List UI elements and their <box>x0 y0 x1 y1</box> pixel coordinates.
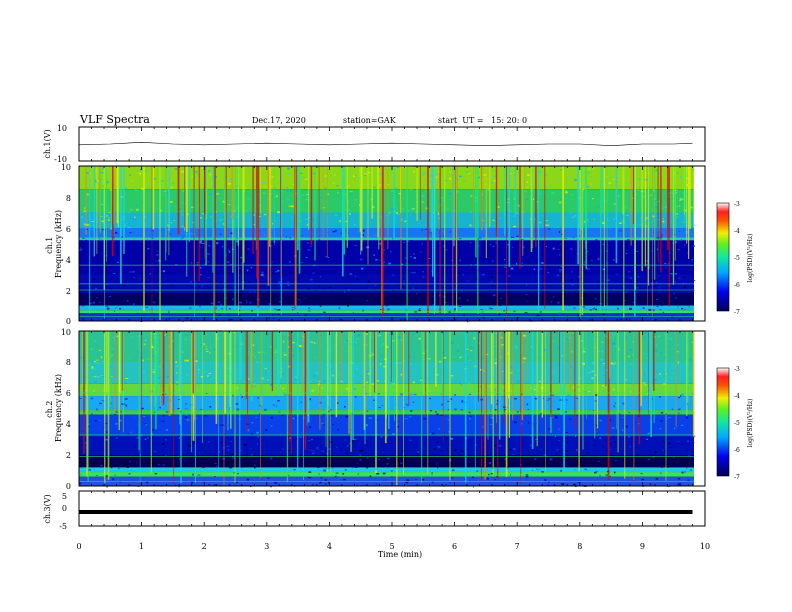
cb1-tick-m7: -7 <box>734 309 740 316</box>
ch3-ylabel: ch.3(V) <box>43 494 52 523</box>
ch1-spectrogram-panel: 0 2 4 6 8 10 ch.1 Frequency (kHz) -3 -4 … <box>45 163 754 326</box>
cb2-tick-m4: -4 <box>734 393 740 400</box>
cb1-label: log(PSD)(V²/Hz) <box>747 234 754 283</box>
cb2-tick-m6: -6 <box>734 447 740 454</box>
x-tick-label-5: 5 <box>389 542 394 551</box>
ch1-spec-ylabel: ch.1 Frequency (kHz) <box>45 210 63 278</box>
ch2-spec-ytick-2: 2 <box>66 451 71 460</box>
ch1-spec-ytick-4: 4 <box>66 256 71 265</box>
ch1-ylabel: ch.1(V) <box>43 129 52 158</box>
x-tick-label-2: 2 <box>202 542 207 551</box>
start-ut-label: start UT = 15: 20: 0 <box>438 116 527 125</box>
cb2-tick-m3: -3 <box>734 366 740 373</box>
x-tick-label-3: 3 <box>264 542 269 551</box>
ch1-ytick-bottom: -10 <box>54 155 67 164</box>
ch2-spec-ytick-4: 4 <box>66 420 71 429</box>
ch1-spec-ytick-10: 10 <box>61 163 71 172</box>
ch1-spec-ytick-8: 8 <box>66 194 71 203</box>
cb1-tick-m5: -5 <box>734 255 740 262</box>
x-tick-label-9: 9 <box>640 542 645 551</box>
ch1-trace <box>78 141 693 147</box>
cb1-tick-m3: -3 <box>734 201 740 208</box>
x-tick-label-7: 7 <box>515 542 520 551</box>
ch1-ytick-top: 10 <box>57 124 67 133</box>
ch2-spec-ytick-10: 10 <box>61 328 71 337</box>
x-tick-label-0: 0 <box>76 542 81 551</box>
cb2-tick-m7: -7 <box>734 474 740 481</box>
ch1-spec-ytick-6: 6 <box>66 225 71 234</box>
ch2-spec-ytick-6: 6 <box>66 389 71 398</box>
ch1-spec-ytick-0: 0 <box>66 317 71 326</box>
ch3-ytick-0: 0 <box>62 504 67 513</box>
ch2-spectrogram-panel: 0 2 4 6 8 10 ch.2 Frequency (kHz) -3 -4 … <box>45 328 754 491</box>
x-tick-label-1: 1 <box>139 542 144 551</box>
ch3-waveform-panel: 5 0 -5 ch.3(V) 0 1 2 3 4 5 6 7 8 9 10 Time (min) <box>43 490 710 559</box>
date-label: Dec.17, 2020 <box>252 116 306 125</box>
figure-title: VLF Spectra <box>79 113 150 126</box>
x-tick-label-6: 6 <box>452 542 457 551</box>
colorbar-2 <box>716 367 730 477</box>
ch3-ytick-5: 5 <box>62 492 67 501</box>
cb1-tick-m6: -6 <box>734 282 740 289</box>
x-tick-label-8: 8 <box>577 542 582 551</box>
ch3-ytick-m5: -5 <box>59 522 67 531</box>
cb1-tick-m4: -4 <box>734 228 740 235</box>
cb2-tick-m5: -5 <box>734 420 740 427</box>
x-axis-label: Time (min) <box>378 550 422 559</box>
x-tick-label-10: 10 <box>700 542 710 551</box>
station-label: station=GAK <box>343 116 397 125</box>
ch2-spec-ylabel: ch.2 Frequency (kHz) <box>45 374 63 442</box>
x-tick-label-4: 4 <box>327 542 332 551</box>
colorbar-1 <box>716 202 730 312</box>
ch2-spec-ytick-0: 0 <box>66 482 71 491</box>
ch1-waveform-panel: 10 -10 ch.1(V) <box>43 124 706 164</box>
cb2-label: log(PSD)(V²/Hz) <box>747 399 754 448</box>
ch1-spec-ytick-2: 2 <box>66 287 71 296</box>
ch2-spec-ytick-8: 8 <box>66 358 71 367</box>
